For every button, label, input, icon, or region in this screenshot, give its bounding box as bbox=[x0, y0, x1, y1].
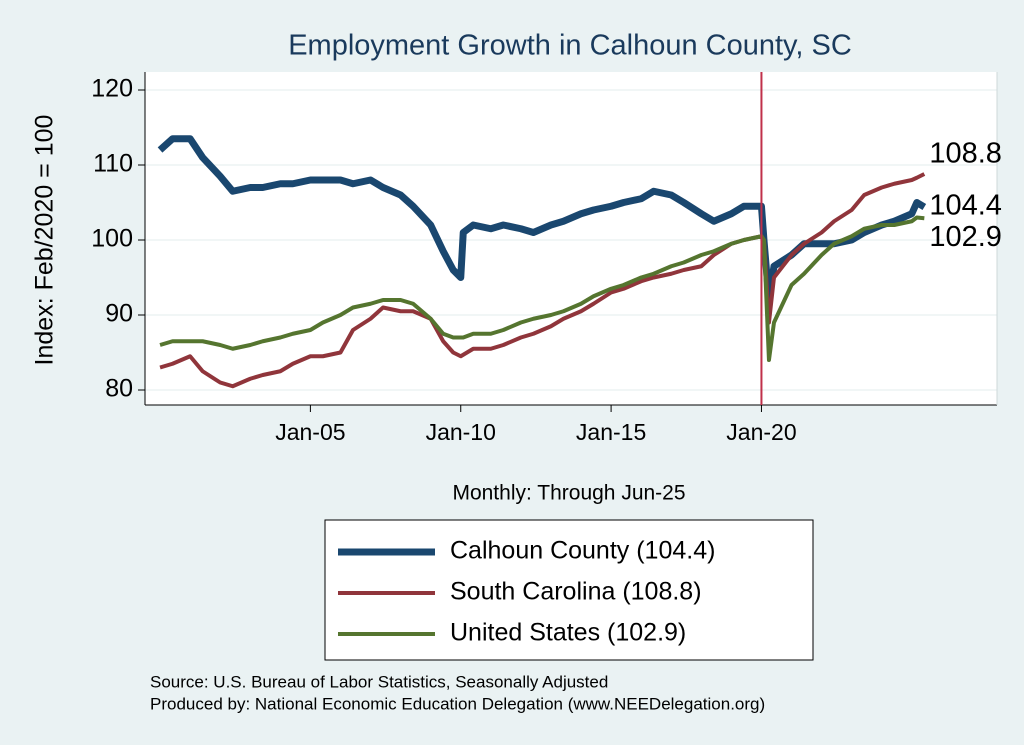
x-tick-label: Jan-15 bbox=[576, 419, 646, 445]
legend bbox=[324, 519, 814, 661]
legend-label: South Carolina (108.8) bbox=[450, 578, 702, 606]
y-tick-label: 120 bbox=[91, 75, 133, 103]
x-tick-label: Jan-05 bbox=[275, 419, 345, 445]
series-line bbox=[159, 172, 926, 389]
plot-area bbox=[145, 72, 997, 405]
y-tick-label: 100 bbox=[91, 225, 133, 253]
chart-title: Employment Growth in Calhoun County, SC bbox=[288, 30, 852, 62]
end-label: 102.9 bbox=[929, 221, 1002, 253]
source-text: Source: U.S. Bureau of Labor Statistics,… bbox=[150, 672, 608, 691]
series-line bbox=[159, 215, 925, 362]
y-axis-title: Index: Feb/2020 = 100 bbox=[31, 115, 59, 366]
x-tick-label: Jan-10 bbox=[426, 419, 496, 445]
legend-label: Calhoun County (104.4) bbox=[450, 537, 715, 565]
y-tick-label: 110 bbox=[93, 150, 133, 178]
y-tick-label: 90 bbox=[105, 300, 133, 328]
legend-label: United States (102.9) bbox=[450, 619, 686, 647]
x-axis-title: Monthly: Through Jun-25 bbox=[452, 482, 685, 505]
end-label: 108.8 bbox=[929, 138, 1002, 170]
y-tick-label: 80 bbox=[105, 375, 133, 403]
end-label: 104.4 bbox=[929, 190, 1002, 222]
x-tick-label: Jan-20 bbox=[726, 419, 796, 445]
source-text: Produced by: National Economic Education… bbox=[150, 694, 765, 713]
